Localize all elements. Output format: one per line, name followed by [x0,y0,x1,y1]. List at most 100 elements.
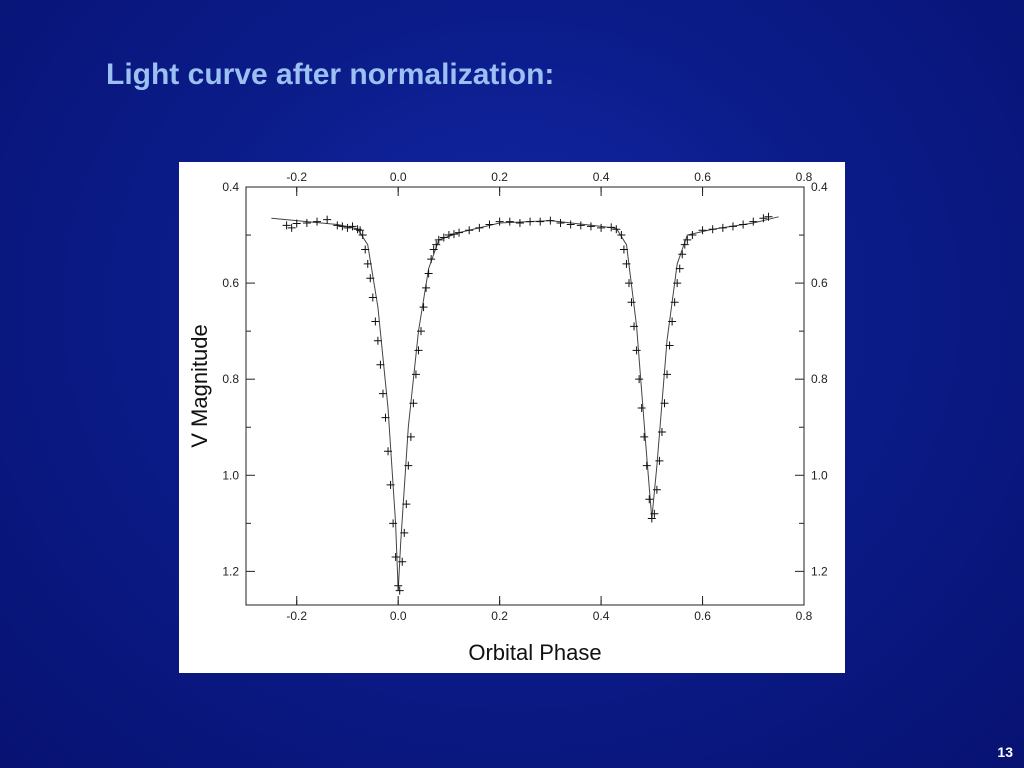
x-tick-label: 0.6 [694,609,711,623]
data-point [358,231,367,240]
data-point [678,250,687,259]
data-point [400,528,409,537]
data-point [632,346,641,355]
data-point [624,279,633,288]
data-point [287,223,296,232]
data-point [668,317,677,326]
data-point [670,298,679,307]
data-point [680,240,689,249]
model-fit-line [271,216,779,591]
slide-title: Light curve after normalization: [106,58,555,91]
x-tick-label-top: 0.8 [796,170,813,184]
axis-ticks [246,186,805,605]
data-point [576,221,585,230]
data-point [406,432,415,441]
data-point [586,222,595,231]
data-point [373,336,382,345]
y-tick-label: 1.2 [222,564,239,578]
data-point [434,235,443,244]
data-point [414,346,423,355]
data-point [645,495,654,504]
data-point [292,219,301,228]
data-point [313,217,322,226]
data-point [688,231,697,240]
x-tick-label: 0.4 [593,609,610,623]
data-point [427,255,436,264]
data-point [402,500,411,509]
data-point [389,519,398,528]
y-tick-label-right: 1.2 [811,564,828,578]
data-point [422,283,431,292]
data-point [432,240,441,249]
data-point [485,220,494,229]
data-point [655,456,664,465]
data-point [449,230,458,239]
x-tick-label-top: 0.2 [491,170,508,184]
x-tick-label-top: 0.0 [390,170,407,184]
data-point [495,217,504,226]
data-point [665,341,674,350]
y-tick-label: 0.4 [222,180,239,194]
y-tick-label: 0.6 [222,276,239,290]
x-tick-label: 0.0 [390,609,407,623]
data-point [764,212,773,221]
data-point [642,461,651,470]
data-point [637,404,646,413]
y-tick-label: 1.0 [222,468,239,482]
data-point [673,279,682,288]
y-tick-label-right: 0.4 [811,180,828,194]
data-point [424,269,433,278]
x-tick-label-top: 0.4 [593,170,610,184]
data-points [282,212,773,595]
x-tick-label-top: -0.2 [286,170,307,184]
axis-tick-labels: -0.2-0.20.00.00.20.20.40.40.60.60.80.80.… [222,170,828,623]
data-point [411,370,420,379]
data-point [384,447,393,456]
data-point [749,217,758,226]
page-number: 13 [997,744,1013,760]
data-point [759,214,768,223]
data-point [395,586,404,595]
data-point [475,223,484,232]
y-tick-label-right: 1.0 [811,468,828,482]
data-point [635,375,644,384]
data-point [368,293,377,302]
y-tick-label-right: 0.6 [811,276,828,290]
data-point [376,360,385,369]
data-point [617,231,626,240]
data-point [612,225,621,234]
data-point [597,223,606,232]
plot-frame [245,186,805,606]
data-point [444,231,453,240]
data-point [366,274,375,283]
data-point [536,217,545,226]
data-point [356,226,365,235]
data-point [663,370,672,379]
data-point [640,432,649,441]
x-tick-label: 0.2 [491,609,508,623]
data-point [404,461,413,470]
data-point [556,219,565,228]
data-point [409,399,418,408]
data-point [505,217,514,226]
x-tick-label: -0.2 [286,609,307,623]
data-point [619,245,628,254]
data-point [465,226,474,235]
data-point [348,222,357,231]
data-point [708,225,717,234]
data-point [323,215,332,224]
data-point [282,221,291,230]
data-point [343,223,352,232]
data-point [647,514,656,523]
data-point [660,399,669,408]
data-point [657,428,666,437]
data-point [419,303,428,312]
data-point [566,220,575,229]
data-point [302,219,311,228]
y-tick-label-right: 0.8 [811,372,828,386]
data-point [622,259,631,268]
data-point [386,480,395,489]
model-fit-line-group [271,216,779,591]
data-point [526,217,535,226]
data-point [417,327,426,336]
